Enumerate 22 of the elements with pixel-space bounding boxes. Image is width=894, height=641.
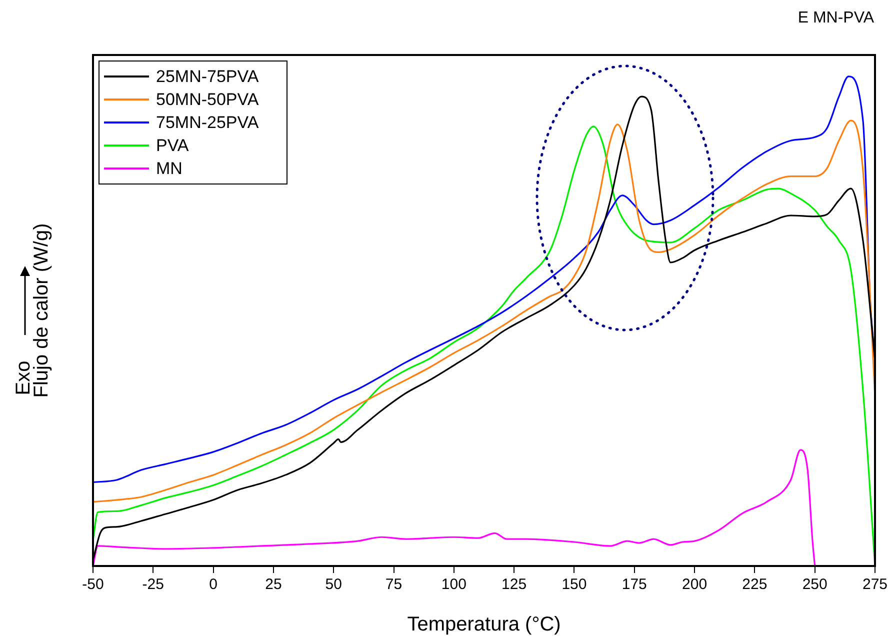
x-axis-title: Temperatura (°C) bbox=[407, 614, 561, 636]
legend-label: 50MN-50PVA bbox=[156, 90, 260, 110]
legend-label: PVA bbox=[156, 136, 190, 156]
x-tick-label: 0 bbox=[209, 576, 218, 594]
x-tick-label: -50 bbox=[82, 576, 104, 594]
x-tick-label: 50 bbox=[325, 576, 342, 594]
legend-label: 75MN-25PVA bbox=[156, 113, 260, 132]
x-tick-label: 125 bbox=[502, 576, 527, 594]
chart-title: E MN-PVA bbox=[798, 9, 874, 26]
x-tick-label: 250 bbox=[802, 576, 828, 594]
x-tick-label: 100 bbox=[441, 576, 466, 594]
x-tick-label: 25 bbox=[265, 576, 282, 594]
y-axis-title: Flujo de calor (W/g) bbox=[30, 223, 53, 398]
x-tick-label: 200 bbox=[682, 576, 708, 594]
x-tick-label: 225 bbox=[742, 576, 768, 594]
x-tick-label: -25 bbox=[142, 576, 164, 594]
x-tick-label: 175 bbox=[622, 576, 647, 594]
legend-label: MN bbox=[156, 159, 182, 178]
x-tick-label: 150 bbox=[562, 576, 587, 594]
x-tick-label: 275 bbox=[862, 576, 888, 594]
x-tick-label: 75 bbox=[385, 576, 402, 594]
legend-label: 25MN-75PVA bbox=[156, 67, 260, 86]
